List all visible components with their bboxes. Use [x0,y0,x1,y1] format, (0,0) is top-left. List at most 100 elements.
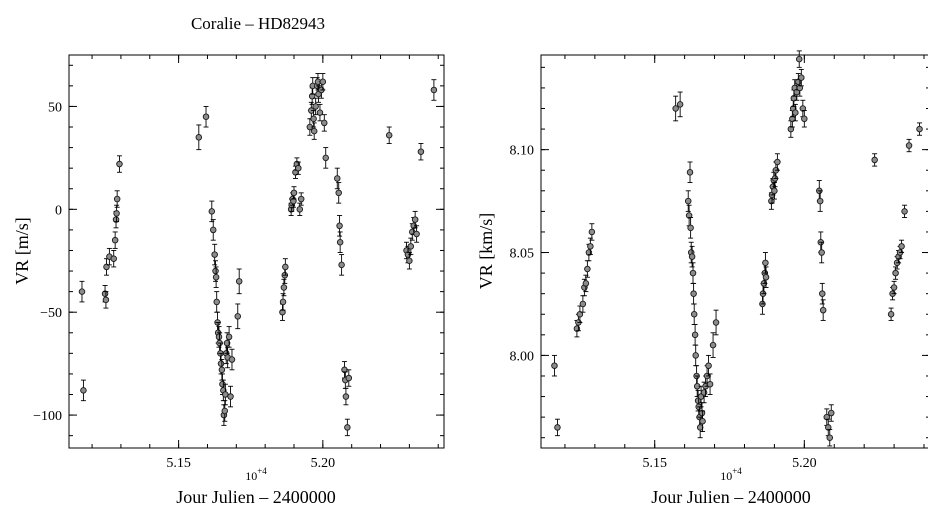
data-marker [792,109,799,116]
data-point [588,223,596,241]
data-point [816,190,824,212]
data-marker [799,105,807,112]
data-marker [110,255,117,262]
data-marker [588,228,596,236]
data-marker [80,387,87,394]
data-point [345,369,353,387]
data-marker [234,313,241,320]
x-tick-label: 5.15 [642,456,667,471]
x-tick-labels: 5.15 5.20 [642,456,816,471]
data-marker [411,216,419,223]
data-marker [685,212,693,219]
data-point [334,167,341,190]
data-points [551,50,923,447]
data-point [310,110,317,128]
data-point [823,408,831,426]
data-point [111,231,119,249]
y-tick-label: 50 [48,100,62,115]
panel-radial-velocity-ms: −100 −50 0 50 5.15 5.20 10+4 Jour Julien – 2… [12,54,445,507]
data-marker [290,189,298,197]
data-marker [78,288,86,295]
data-point [672,95,679,122]
data-point [211,243,218,266]
y-axis-label: VR [m/s] [12,217,32,285]
data-marker [826,434,834,441]
data-point [279,303,286,321]
data-marker [312,103,319,110]
data-marker [901,208,908,215]
data-marker [700,389,708,396]
data-point [417,143,425,161]
data-point [336,231,344,253]
data-marker [101,290,109,297]
data-point [228,348,236,371]
data-marker [338,261,345,269]
data-point [689,262,697,284]
data-marker [709,341,717,349]
data-marker [112,216,120,223]
plot-frame [540,54,928,449]
data-marker [116,160,123,168]
data-point [322,147,329,169]
data-point [335,182,342,204]
data-point [218,359,226,381]
data-marker [692,352,699,359]
data-point [771,182,778,200]
y-tick-label: 0 [55,203,62,218]
data-point [554,418,561,437]
data-marker [282,263,289,271]
data-point [385,126,393,144]
data-point [407,237,415,256]
data-marker [698,409,706,417]
x-tick-label: 5.20 [311,456,336,471]
data-marker [582,280,590,287]
data-point [290,186,298,200]
data-point [676,91,684,118]
data-marker [691,331,699,339]
data-marker [209,226,217,234]
data-marker [310,115,317,123]
data-point [584,260,591,278]
data-marker [768,197,775,205]
data-point [691,324,699,346]
data-marker [321,119,328,127]
data-marker [218,366,226,374]
data-marker [335,189,342,197]
data-point [762,252,769,274]
data-marker [310,127,318,135]
data-marker [796,84,804,92]
data-marker [887,311,895,318]
data-point [685,204,693,227]
data-point [224,346,231,369]
data-point [297,192,305,206]
data-point [208,200,216,223]
data-point [762,266,770,288]
data-marker [235,278,243,285]
data-marker [342,393,350,400]
data-marker [225,333,233,341]
data-marker [111,236,119,244]
data-marker [576,311,584,318]
data-point [430,79,438,101]
data-point [227,385,234,408]
data-marker [227,393,234,400]
data-point [826,429,834,447]
data-point [690,282,697,305]
data-marker [762,259,769,267]
data-marker [290,197,297,205]
data-marker [430,86,438,94]
data-point [102,291,110,309]
data-marker [687,224,694,232]
data-point [80,379,87,402]
data-marker [223,339,231,347]
x-multiplier: 10+4 [720,466,742,483]
data-point [684,190,692,212]
data-marker [690,290,697,297]
data-marker [774,158,781,166]
panel-radial-velocity-kms: 8.00 8.05 8.10 5.15 5.20 10+4 Jour Julien –… [476,50,928,507]
data-marker [762,273,770,281]
data-marker [672,105,679,112]
data-marker [816,197,824,205]
data-point [795,50,803,68]
data-marker [689,269,697,277]
